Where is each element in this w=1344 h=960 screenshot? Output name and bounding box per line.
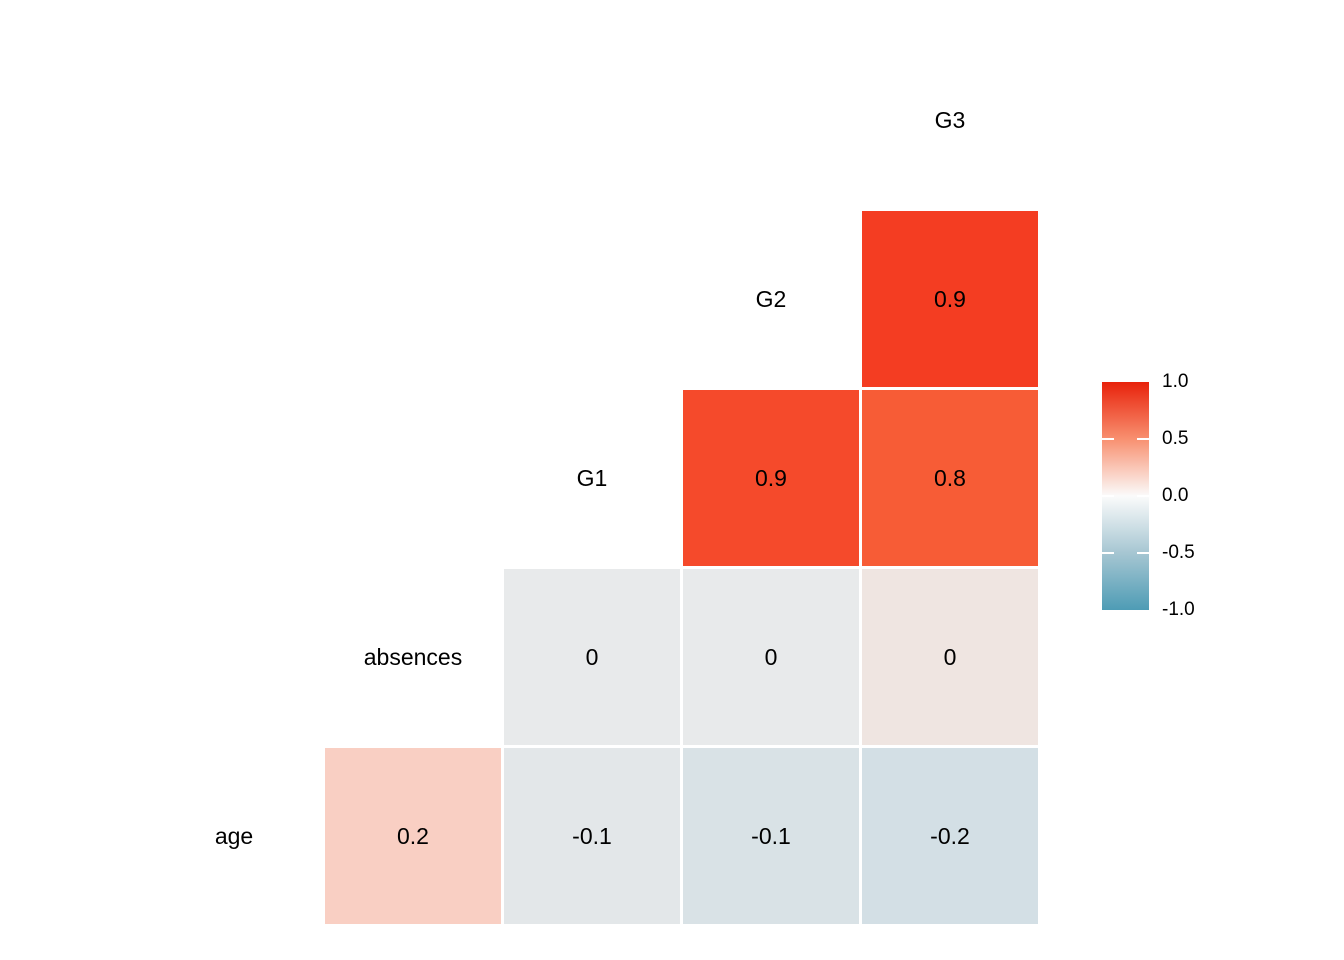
colorbar-tick-label--0.5: -0.5 xyxy=(1162,542,1195,563)
colorbar-tick-label--1.0: -1.0 xyxy=(1162,599,1195,620)
colorbar-tick-mark xyxy=(1102,438,1114,440)
corr-cell-G2-G3: 0.9 xyxy=(862,211,1038,387)
colorbar-legend: 1.0 0.5 0.0 -0.5 -1.0 xyxy=(1102,371,1242,620)
colorbar-tick-mark xyxy=(1137,495,1149,497)
var-label-absences: absences xyxy=(325,569,501,745)
corr-cell-age-G2: -0.1 xyxy=(683,748,859,924)
colorbar-tick-mark xyxy=(1137,438,1149,440)
heatmap-grid: age absences G1 G2 G3 0.9 0.9 0.8 0 0 0 0.2 -0.1 -0.1… xyxy=(146,32,1038,924)
corr-cell-G1-G3: 0.8 xyxy=(862,390,1038,566)
colorbar-tick-label-1.0: 1.0 xyxy=(1162,371,1189,392)
corr-cell-absences-G2: 0 xyxy=(683,569,859,745)
corr-cell-absences-G3: 0 xyxy=(862,569,1038,745)
corr-cell-age-G1: -0.1 xyxy=(504,748,680,924)
var-label-G3: G3 xyxy=(862,32,1038,208)
var-label-G2: G2 xyxy=(683,211,859,387)
var-label-G1: G1 xyxy=(504,390,680,566)
corr-cell-G1-G2: 0.9 xyxy=(683,390,859,566)
corr-cell-absences-G1: 0 xyxy=(504,569,680,745)
colorbar-tick-mark xyxy=(1102,495,1114,497)
colorbar-tick-mark xyxy=(1102,552,1114,554)
corr-cell-age-absences: 0.2 xyxy=(325,748,501,924)
var-label-age: age xyxy=(146,748,322,924)
corr-cell-age-G3: -0.2 xyxy=(862,748,1038,924)
colorbar-tick-mark xyxy=(1137,552,1149,554)
colorbar-tick-label-0.0: 0.0 xyxy=(1162,485,1189,506)
colorbar-tick-label-0.5: 0.5 xyxy=(1162,428,1189,449)
